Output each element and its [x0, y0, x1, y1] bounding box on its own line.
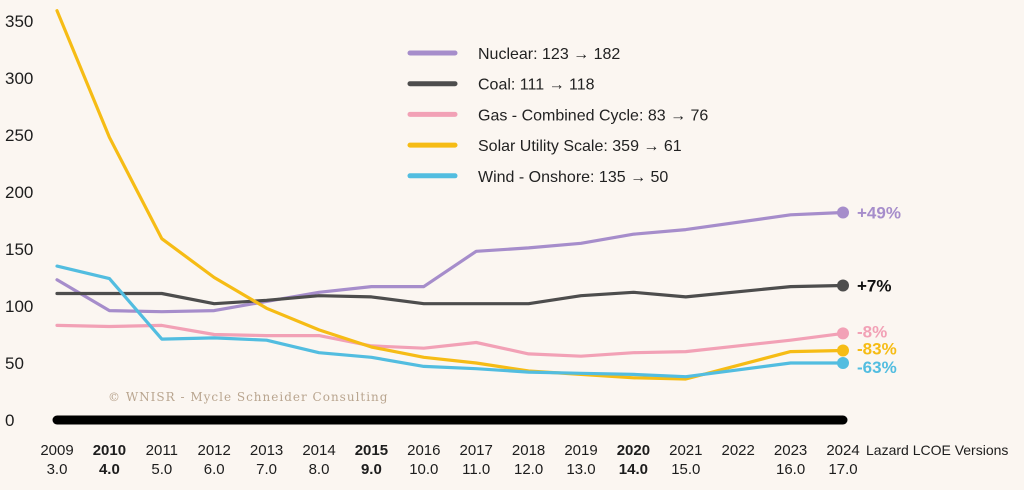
- x-tick-version: 4.0: [99, 461, 120, 478]
- x-tick-year: 2022: [722, 442, 755, 459]
- x-tick-year: 2019: [564, 442, 597, 459]
- y-tick-label: 350: [5, 12, 33, 31]
- x-tick-year: 2016: [407, 442, 440, 459]
- y-tick-label: 300: [5, 69, 33, 88]
- series-line: [55, 323, 845, 358]
- series-end-marker: [837, 344, 849, 357]
- x-tick-year: 2015: [355, 442, 388, 459]
- x-tick-version: 11.0: [462, 461, 490, 478]
- series-end-label: -8%: [857, 322, 887, 341]
- series-line: [55, 210, 845, 314]
- series-line: [55, 9, 845, 381]
- x-tick-year: 2013: [250, 442, 283, 459]
- series-layer: +49% +7% -8%-83%-63%: [55, 9, 901, 381]
- series-end-label: +49%: [857, 204, 901, 223]
- x-tick-year: 2014: [302, 442, 335, 459]
- series-end-marker: [837, 206, 849, 219]
- x-tick-version: 5.0: [151, 461, 172, 478]
- x-tick-version: 12.0: [514, 461, 543, 478]
- series-end-marker: [837, 279, 849, 292]
- series-line: [55, 283, 845, 306]
- x-axis: 2009 3.0 2010 4.0 2011 5.0 2012 6.0 2013 7.0 2014 8…: [40, 442, 859, 478]
- x-tick-year: 2011: [146, 442, 178, 459]
- x-tick-version: 6.0: [204, 461, 225, 478]
- series-end-label: -83%: [857, 339, 897, 358]
- legend-entry: Gas - Combined Cycle: 83 → 76: [478, 107, 708, 124]
- y-tick-label: 250: [5, 126, 33, 145]
- series-end-marker: [837, 327, 849, 340]
- legend: Nuclear: 123 → 182 Coal: 111 → 118 Gas - C…: [407, 46, 708, 186]
- x-tick-version: 17.0: [828, 461, 857, 478]
- x-tick-version: 10.0: [409, 461, 438, 478]
- x-tick-year: 2012: [198, 442, 231, 459]
- x-tick-version: 13.0: [566, 461, 595, 478]
- x-tick-version: 14.0: [619, 461, 648, 478]
- x-tick-year: 2018: [512, 442, 545, 459]
- x-tick-version: 15.0: [671, 461, 700, 478]
- x-tick-year: 2020: [617, 442, 650, 459]
- legend-entry: Solar Utility Scale: 359 → 61: [478, 138, 682, 155]
- y-tick-label: 150: [5, 240, 33, 259]
- x-tick-year: 2024: [826, 442, 859, 459]
- x-axis-label: Lazard LCOE Versions: [866, 442, 1008, 458]
- series-end-label: +7%: [857, 276, 892, 295]
- x-tick-year: 2009: [40, 442, 73, 459]
- series-end-marker: [837, 357, 849, 369]
- x-tick-version: 9.0: [361, 461, 382, 478]
- x-tick-year: 2010: [93, 442, 126, 459]
- series-end-label: -63%: [857, 358, 897, 377]
- x-tick-version: 16.0: [776, 461, 805, 478]
- x-tick-year: 2023: [774, 442, 807, 459]
- x-tick-version: 3.0: [47, 461, 68, 478]
- y-tick-label: 50: [5, 354, 24, 373]
- x-tick-version: 8.0: [309, 461, 330, 478]
- legend-entry: Nuclear: 123 → 182: [478, 46, 620, 63]
- x-tick-year: 2021: [669, 442, 702, 459]
- y-tick-label: 100: [5, 297, 33, 316]
- x-tick-version: 7.0: [256, 461, 277, 478]
- legend-entry: Coal: 111 → 118: [478, 77, 595, 94]
- watermark-text: © WNISR - Mycle Schneider Consulting: [108, 390, 388, 404]
- y-tick-label: 0: [5, 411, 14, 430]
- y-tick-label: 200: [5, 183, 33, 202]
- y-axis: 0 50 100 150 200 250 300 350: [5, 12, 33, 430]
- x-tick-year: 2017: [460, 442, 493, 459]
- legend-entry: Wind - Onshore: 135 → 50: [478, 169, 668, 186]
- series-line: [55, 264, 845, 379]
